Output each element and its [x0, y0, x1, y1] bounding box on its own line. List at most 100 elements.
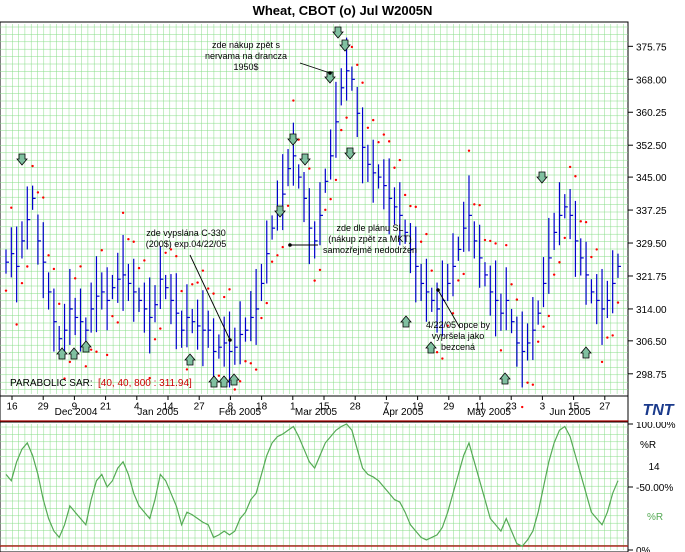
sar-dot — [260, 316, 263, 320]
sar-dot — [286, 204, 290, 207]
sar-dot — [222, 295, 226, 299]
y-tick-label: 345.00 — [636, 173, 667, 184]
x-tick-label: 29 — [443, 402, 455, 413]
sar-dot — [616, 301, 620, 304]
sar-dot — [356, 63, 359, 67]
month-label: Mar 2005 — [295, 407, 338, 418]
month-label: Feb 2005 — [219, 407, 262, 418]
sar-dot — [552, 273, 556, 276]
sar-dot — [79, 265, 82, 268]
sar-dot — [58, 302, 61, 306]
sar-dot — [10, 206, 13, 209]
r-y-ticks: 100.00% -50.00% 0% %R 14 %R — [628, 420, 676, 552]
sar-dot — [403, 193, 407, 197]
sar-dot — [196, 281, 199, 284]
sar-dot — [334, 178, 338, 182]
sar-dot — [31, 164, 34, 168]
sar-dot — [276, 254, 279, 257]
y-tick-label: 321.75 — [636, 272, 667, 283]
svg-text:TNT: TNT — [642, 402, 674, 419]
sar-dot — [457, 279, 460, 282]
r-panel-label: 14 — [648, 462, 660, 473]
sar-dot — [228, 288, 231, 291]
sar-dot — [308, 167, 311, 170]
x-tick-label: 18 — [256, 402, 268, 413]
buy-arrow — [56, 347, 68, 360]
sar-dot — [180, 289, 183, 293]
sar-dot — [89, 348, 93, 351]
annotation-arrow-tip — [436, 288, 440, 292]
sar-dot — [414, 205, 417, 209]
sar-dot — [169, 248, 173, 251]
x-tick-label: 19 — [412, 402, 424, 413]
sar-dot — [329, 197, 332, 201]
sar-dot — [590, 255, 593, 259]
sar-dot — [372, 118, 375, 122]
y-tick-label: 375.75 — [636, 42, 667, 53]
sar-dot — [584, 220, 588, 224]
y-tick-label: 314.00 — [636, 305, 667, 316]
sar-dot — [318, 268, 322, 272]
buy-arrow — [68, 347, 80, 360]
sar-dot — [313, 279, 316, 282]
williams-r-line — [0, 420, 628, 547]
sar-dot — [595, 248, 598, 251]
sar-dot — [611, 334, 614, 337]
sar-dot — [579, 220, 582, 223]
sar-dot — [558, 261, 561, 264]
x-tick-label: 27 — [194, 402, 206, 413]
sar-dot — [387, 140, 391, 143]
x-tick-label: 3 — [540, 402, 546, 413]
annotation-line: samozřejmě nedodržen — [323, 245, 417, 255]
sar-dot — [324, 208, 327, 212]
y-tick-label: 306.50 — [636, 337, 667, 348]
sar-dot — [111, 314, 114, 318]
buy-arrow — [580, 346, 592, 359]
sar-dot — [473, 203, 476, 206]
annotation-arrow — [437, 289, 461, 329]
sar-dot — [191, 283, 194, 286]
buy-arrow — [499, 372, 511, 385]
sar-dot — [185, 368, 189, 371]
annotation-arrow — [189, 254, 231, 341]
sar-dot — [36, 191, 40, 194]
sar-dot — [435, 351, 439, 354]
annotation-line: zde dle plánu SL — [336, 223, 403, 233]
x-tick-label: 11 — [475, 402, 486, 413]
x-tick-label: 7 — [384, 402, 390, 413]
sell-arrow — [536, 171, 548, 184]
x-tick-label: 29 — [38, 402, 50, 413]
month-label: Apr 2005 — [383, 407, 424, 418]
annotation-arrow — [299, 62, 331, 74]
grid-lines — [0, 24, 628, 550]
x-ticks: 16 29 9 21 4 14 27 8 18 1 15 28 7 19 29 11 23 3 15 27 — [6, 396, 611, 413]
sar-dot — [340, 128, 343, 132]
sar-dot — [366, 126, 370, 129]
x-tick-label: 16 — [6, 402, 18, 413]
sar-dot — [542, 325, 545, 328]
r-tick-label: 0% — [636, 546, 651, 552]
sar-dot — [499, 349, 503, 352]
sar-dot — [127, 237, 130, 241]
r-series-line — [5, 423, 619, 547]
buy-arrow — [208, 375, 220, 388]
x-tick-label: 15 — [318, 402, 330, 413]
sar-dot — [462, 272, 465, 276]
sar-dot — [425, 232, 428, 236]
sar-dot — [132, 240, 135, 243]
indicator-label: PARABOLIC SAR: — [10, 378, 93, 389]
sar-dot — [536, 340, 540, 343]
x-tick-label: 8 — [228, 402, 234, 413]
annotation-arrow-tip — [228, 338, 232, 342]
sar-dot — [382, 133, 386, 136]
sar-dot — [84, 365, 88, 368]
sar-dot — [451, 312, 455, 315]
tnt-logo: TNT — [632, 396, 685, 422]
sar-dot — [68, 360, 72, 364]
sar-dot — [238, 380, 242, 383]
sar-dot — [207, 287, 210, 290]
sell-arrow — [324, 71, 336, 84]
chart-title: Wheat, CBOT (o) Jul W2005N — [252, 3, 433, 18]
sar-dot — [526, 381, 529, 384]
